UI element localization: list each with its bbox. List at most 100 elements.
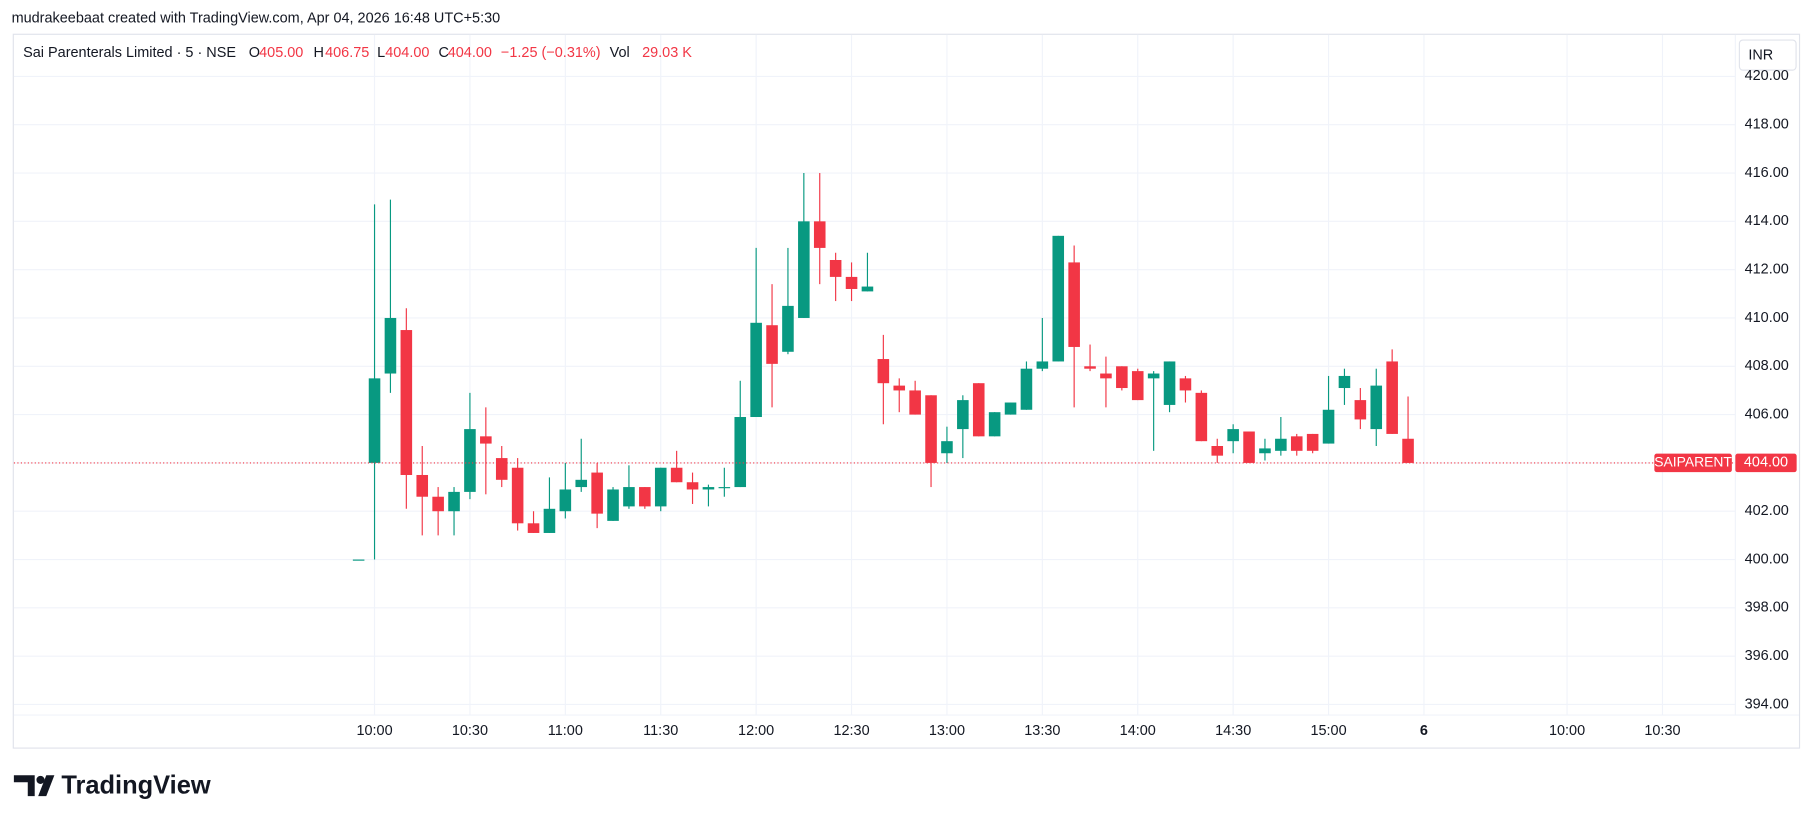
candle-body	[1100, 373, 1112, 379]
candle-body	[591, 472, 603, 514]
candle-body	[718, 487, 731, 489]
candle-body	[1131, 371, 1144, 401]
candle-body	[1259, 448, 1271, 454]
ohlc-value: 405.00	[259, 45, 303, 61]
ohlc-value: 29.03 K	[642, 45, 692, 61]
y-tick-label: 410.00	[1745, 310, 1789, 326]
y-tick-label: 402.00	[1745, 503, 1789, 519]
price-tag	[1735, 453, 1797, 473]
candle-body	[1370, 385, 1383, 430]
brand-name: TradingView	[61, 772, 211, 800]
brand-logo: TradingView	[13, 772, 211, 800]
candle-body	[384, 317, 397, 374]
candle-body	[782, 305, 794, 352]
candle-body	[623, 487, 635, 507]
ohlc-label: Vol	[610, 45, 630, 61]
candle-body	[511, 467, 524, 524]
candle-body	[1306, 433, 1319, 451]
candle-body	[670, 467, 683, 483]
candle-body	[1004, 402, 1017, 415]
x-tick-label: 12:00	[738, 723, 774, 739]
candle-body	[845, 276, 858, 289]
y-tick-label: 412.00	[1745, 261, 1789, 277]
candle-body	[480, 436, 492, 444]
ohlc-label: O	[249, 45, 260, 61]
candle-body	[972, 383, 985, 437]
ohlc-label: C	[438, 45, 448, 61]
candle-body	[1020, 368, 1033, 410]
ohlc-value: 404.00	[385, 45, 429, 61]
candle-body	[527, 523, 540, 533]
currency-box[interactable]	[1738, 39, 1797, 71]
x-tick-label: 10:30	[452, 723, 488, 739]
x-tick-label: 13:30	[1024, 723, 1060, 739]
candle-body	[941, 441, 953, 454]
candle-body	[432, 496, 444, 512]
candle-body	[813, 221, 826, 248]
candle-body	[1243, 431, 1255, 463]
candle-body	[734, 417, 747, 488]
y-tick-label: 396.00	[1745, 648, 1789, 664]
candle-body	[1338, 375, 1351, 389]
candle-body	[1322, 409, 1335, 444]
symbol-tag-text: SAIPARENT	[1654, 454, 1732, 470]
logo-slash	[38, 775, 55, 797]
ohlc-value: −1.25 (−0.31%)	[501, 45, 601, 61]
candle-body	[1227, 429, 1239, 442]
x-tick-label: 10:30	[1644, 723, 1680, 739]
candle-body	[1116, 366, 1128, 389]
y-tick-label: 400.00	[1745, 551, 1789, 567]
x-tick-label: 14:00	[1120, 723, 1156, 739]
chart-frame	[12, 33, 1801, 749]
candle-body	[639, 487, 651, 507]
x-tick-label: 14:30	[1215, 723, 1251, 739]
ohlc-value: 406.75	[325, 45, 369, 61]
grid	[13, 34, 1736, 716]
x-tick-label: 12:30	[833, 723, 869, 739]
y-tick-label: 394.00	[1745, 696, 1789, 712]
candle-body	[1163, 361, 1176, 405]
candle-body	[1068, 262, 1080, 347]
chart-title: Sai Parenterals Limited · 5 · NSE	[23, 45, 236, 61]
candle-body	[416, 474, 429, 497]
candle-body	[702, 487, 715, 490]
candle-body	[1211, 446, 1224, 456]
candle-body	[654, 467, 667, 507]
logo-mark	[13, 775, 35, 797]
y-tick-label: 414.00	[1745, 213, 1789, 229]
candle-body	[575, 479, 588, 488]
y-tick-label: 406.00	[1745, 406, 1789, 422]
candle-body	[957, 400, 969, 430]
x-tick-label: 11:00	[548, 723, 583, 739]
symbol-tag	[1654, 453, 1732, 473]
x-tick-label: 13:00	[929, 723, 965, 739]
candle-body	[1195, 392, 1208, 442]
currency[interactable]: INR	[1748, 47, 1773, 63]
logo-dot	[36, 775, 45, 784]
candle-body	[829, 259, 842, 277]
x-tick-label: 10:00	[356, 723, 392, 739]
candle-body	[909, 390, 921, 415]
candle-body	[766, 325, 778, 364]
candle-body	[988, 412, 1001, 437]
ohlc-value: 404.00	[448, 45, 492, 61]
x-tick-label: 6	[1420, 723, 1428, 739]
price-tag-text: 404.00	[1744, 455, 1788, 471]
candle-body	[861, 286, 874, 292]
candle-body	[750, 322, 762, 418]
candle-body	[925, 395, 937, 463]
candle-body	[368, 378, 381, 463]
y-tick-label: 418.00	[1745, 117, 1789, 133]
candle-body	[877, 359, 890, 384]
candle-body	[1354, 400, 1367, 420]
candle-body	[543, 508, 556, 533]
attribution: mudrakeebaat created with TradingView.co…	[12, 10, 501, 26]
x-tick-label: 11:30	[643, 723, 678, 739]
candle-body	[1179, 378, 1192, 391]
candle-body	[686, 482, 699, 490]
candle-body	[1275, 438, 1287, 451]
candle-body	[798, 221, 810, 318]
y-tick-label: 416.00	[1745, 165, 1789, 181]
